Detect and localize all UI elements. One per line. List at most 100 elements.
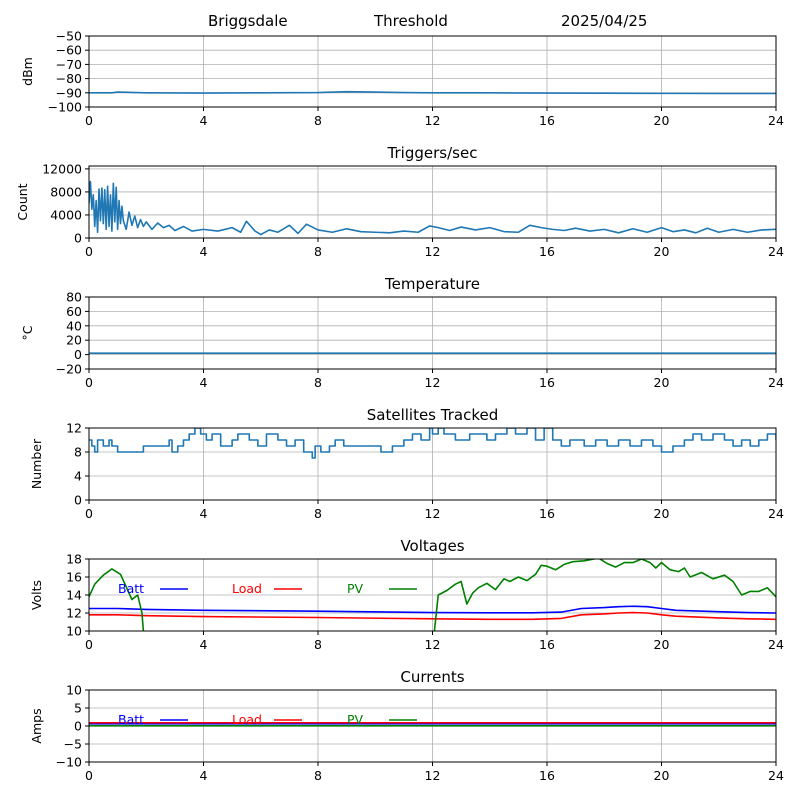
- x-tick-label: 12: [425, 506, 441, 521]
- y-tick-label: 80: [66, 290, 82, 305]
- x-tick-label: 0: [85, 113, 93, 128]
- x-tick-label: 0: [85, 244, 93, 259]
- station-name: Briggsdale: [208, 12, 288, 30]
- x-tick-label: 4: [200, 637, 208, 652]
- x-tick-label: 0: [85, 375, 93, 390]
- x-tick-label: 0: [85, 637, 93, 652]
- y-tick-label: 5: [74, 701, 82, 716]
- y-tick-label: −80: [56, 71, 82, 86]
- x-tick-label: 20: [654, 768, 670, 783]
- x-tick-label: 12: [425, 113, 441, 128]
- x-tick-label: 24: [768, 375, 784, 390]
- y-tick-label: −100: [48, 100, 82, 115]
- y-tick-label: −10: [56, 755, 82, 770]
- x-tick-label: 16: [539, 768, 555, 783]
- chart-title: Currents: [400, 668, 464, 686]
- x-tick-label: 16: [539, 113, 555, 128]
- x-tick-label: 24: [768, 637, 784, 652]
- chart-panel: 0 4 8 12 16 20 24 −10 −5 0 5 10 Currents Amps Batt Load…: [29, 668, 784, 783]
- y-tick-label: 12000: [42, 161, 82, 176]
- y-tick-label: 12: [66, 421, 82, 436]
- threshold-label: Threshold: [373, 12, 448, 30]
- legend-label-batt: Batt: [118, 712, 144, 727]
- y-axis-label: °C: [20, 325, 35, 340]
- x-tick-label: 12: [425, 244, 441, 259]
- x-tick-label: 20: [654, 637, 670, 652]
- series-line-load: [89, 611, 776, 621]
- y-tick-label: 4000: [50, 207, 82, 222]
- y-tick-label: 16: [66, 570, 82, 585]
- y-tick-label: 0: [74, 493, 82, 508]
- y-tick-label: 10: [66, 624, 82, 639]
- chart-title: Triggers/sec: [387, 144, 478, 162]
- x-tick-label: 24: [768, 113, 784, 128]
- y-axis-label: dBm: [20, 57, 35, 86]
- y-tick-label: −90: [56, 85, 82, 100]
- y-tick-label: −20: [56, 362, 82, 377]
- legend-label-pv: PV: [347, 581, 364, 596]
- x-tick-label: 4: [200, 506, 208, 521]
- x-tick-label: 4: [200, 375, 208, 390]
- x-tick-label: 8: [314, 375, 322, 390]
- x-tick-label: 24: [768, 244, 784, 259]
- y-tick-label: 0: [74, 347, 82, 362]
- series-line: [89, 180, 776, 236]
- x-tick-label: 4: [200, 113, 208, 128]
- series-line-pv: [89, 559, 776, 631]
- y-tick-label: 40: [66, 318, 82, 333]
- x-tick-label: 8: [314, 768, 322, 783]
- y-tick-label: 20: [66, 333, 82, 348]
- x-tick-label: 16: [539, 244, 555, 259]
- y-tick-label: 14: [66, 588, 82, 603]
- y-tick-label: 0: [74, 719, 82, 734]
- x-tick-label: 20: [654, 113, 670, 128]
- y-tick-label: 12: [66, 606, 82, 621]
- x-tick-label: 12: [425, 375, 441, 390]
- x-tick-label: 8: [314, 506, 322, 521]
- x-tick-label: 16: [539, 375, 555, 390]
- y-tick-label: 8000: [50, 184, 82, 199]
- x-tick-label: 12: [425, 768, 441, 783]
- figure-header: Briggsdale Threshold 2025/04/25: [208, 12, 647, 30]
- chart-panel: 0 4 8 12 16 20 24 −100−90−80−70−60−50 dBm: [20, 29, 784, 129]
- legend-label-batt: Batt: [118, 581, 144, 596]
- y-tick-label: −70: [56, 57, 82, 72]
- y-tick-label: 8: [74, 445, 82, 460]
- legend-label-pv: PV: [347, 712, 364, 727]
- x-tick-label: 8: [314, 113, 322, 128]
- y-tick-label: −5: [64, 737, 82, 752]
- y-tick-label: −60: [56, 43, 82, 58]
- chart-panel: 0 4 8 12 16 20 24 0 4 8 12 Satellites Tracked Number: [29, 406, 784, 521]
- x-tick-label: 20: [654, 506, 670, 521]
- chart-title: Satellites Tracked: [367, 406, 498, 424]
- x-tick-label: 4: [200, 768, 208, 783]
- y-axis-label: Number: [29, 438, 44, 489]
- y-tick-label: 60: [66, 304, 82, 319]
- x-tick-label: 24: [768, 506, 784, 521]
- y-tick-label: −50: [56, 29, 82, 44]
- chart-title: Temperature: [384, 275, 480, 293]
- x-tick-label: 12: [425, 637, 441, 652]
- y-tick-label: 0: [74, 231, 82, 246]
- x-tick-label: 20: [654, 375, 670, 390]
- chart-title: Voltages: [400, 537, 464, 555]
- y-tick-label: 4: [74, 469, 82, 484]
- x-tick-label: 16: [539, 506, 555, 521]
- legend-label-load: Load: [232, 581, 262, 596]
- date-label: 2025/04/25: [561, 12, 647, 30]
- series-line: [89, 90, 776, 95]
- x-tick-label: 16: [539, 637, 555, 652]
- legend-label-load: Load: [232, 712, 262, 727]
- y-axis-label: Volts: [29, 580, 44, 610]
- x-tick-label: 8: [314, 244, 322, 259]
- y-axis-label: Count: [15, 183, 30, 220]
- chart-panel: 0 4 8 12 16 20 24 0 4000 8000 12000 Triggers/sec Cou…: [15, 144, 784, 259]
- x-tick-label: 24: [768, 768, 784, 783]
- x-tick-label: 20: [654, 244, 670, 259]
- y-tick-label: 18: [66, 552, 82, 567]
- x-tick-label: 4: [200, 244, 208, 259]
- y-axis-label: Amps: [29, 708, 44, 743]
